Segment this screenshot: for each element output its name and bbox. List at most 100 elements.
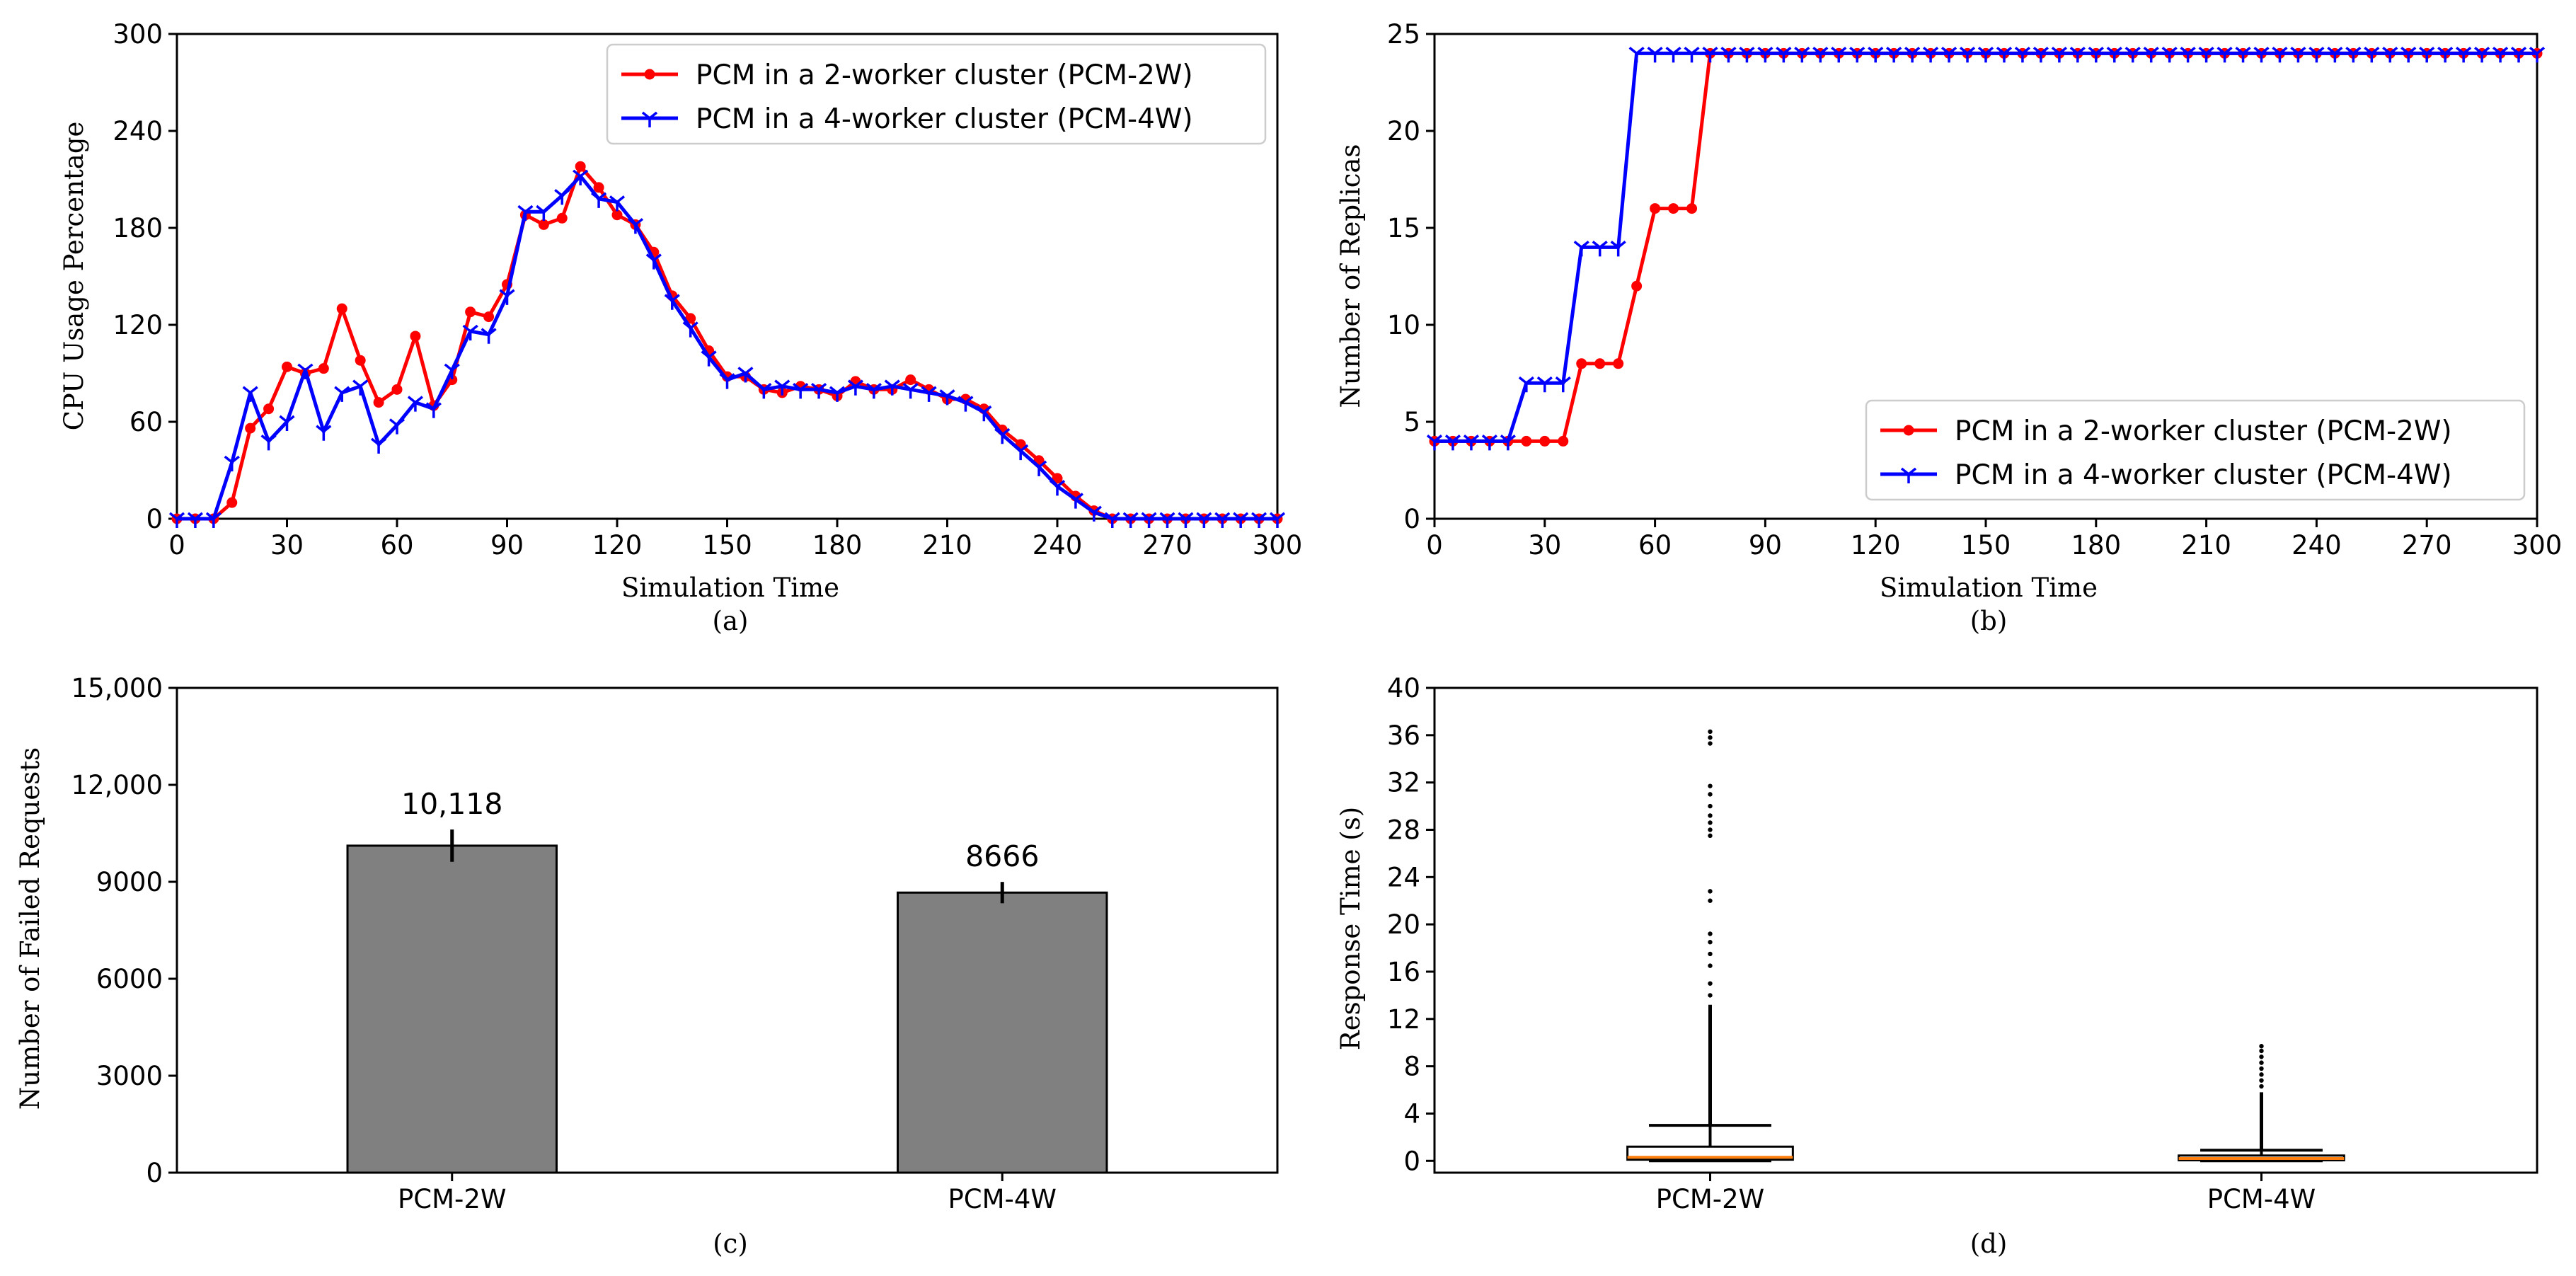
panel-a-series-2-point bbox=[1250, 512, 1267, 528]
panel-b-series-2-point bbox=[1702, 47, 1718, 63]
panel-b-series-2-point bbox=[1481, 435, 1497, 451]
panel-a-series-1-point bbox=[538, 219, 549, 230]
panel-b-xtick-label: 240 bbox=[2292, 530, 2342, 561]
panel-b-ytick-label: 5 bbox=[1403, 407, 1420, 437]
panel-b-series-2-point bbox=[2400, 47, 2417, 63]
panel-a-series-2-point bbox=[168, 512, 185, 528]
panel-d-ytick-label: 32 bbox=[1387, 768, 1420, 798]
panel-b-series-2-point bbox=[2364, 47, 2380, 63]
panel-d-ytick-label: 36 bbox=[1387, 720, 1420, 751]
panel-b-series-2-point bbox=[2529, 47, 2546, 63]
panel-b-series-2-point bbox=[2180, 47, 2196, 63]
panel-a-subtitle: (a) bbox=[713, 606, 749, 636]
panel-b-series-2-point bbox=[1426, 435, 1443, 451]
panel-b-series-2-point bbox=[1720, 47, 1737, 63]
panel-d-outlier bbox=[2259, 1054, 2264, 1059]
panel-a-series-2-point bbox=[370, 437, 387, 454]
panel-a-series-2-point bbox=[902, 382, 919, 399]
panel-a-series-2-point bbox=[664, 294, 680, 310]
panel-a-series-2-point bbox=[279, 415, 295, 431]
panel-a-xtick-label: 30 bbox=[270, 530, 304, 561]
panel-b-series-2-point bbox=[2345, 47, 2362, 63]
panel-a-series-2-point bbox=[1067, 493, 1084, 509]
panel-a-series-2-point bbox=[921, 386, 937, 402]
panel-a-ytick-label: 0 bbox=[146, 504, 163, 534]
panel-b-series-2-point bbox=[1940, 47, 1957, 63]
panel-a-xtick-label: 300 bbox=[1253, 530, 1303, 561]
panel-b-series-1-point bbox=[1631, 280, 1643, 292]
panel-a-series-2-point bbox=[1159, 512, 1175, 528]
panel-a-ytick-label: 180 bbox=[113, 213, 163, 243]
panel-a-ytick-label: 240 bbox=[113, 116, 163, 146]
panel-a-series-2-point bbox=[1122, 512, 1139, 528]
panel-a-series-2-point bbox=[701, 350, 717, 367]
panel-a-series-1-point bbox=[336, 303, 347, 314]
panel-a-ytick-label: 60 bbox=[130, 407, 163, 437]
panel-a-series-2-point bbox=[609, 195, 626, 212]
panel-b-ytick-label: 10 bbox=[1387, 310, 1420, 340]
panel-a-series-2-point bbox=[1030, 460, 1047, 476]
panel-a-series-2-point bbox=[297, 363, 314, 379]
panel-d-outlier bbox=[1708, 963, 1713, 968]
panel-b-series-2-point bbox=[2492, 47, 2509, 63]
panel-d-ytick-label: 20 bbox=[1387, 909, 1420, 940]
panel-c-ytick-label: 6000 bbox=[96, 964, 163, 994]
panel-b-series-2-point bbox=[2088, 47, 2104, 63]
panel-b-legend-marker bbox=[1900, 467, 1917, 483]
panel-b-series-1-point bbox=[1521, 435, 1532, 447]
panel-a-series-2-point bbox=[719, 373, 735, 389]
panel-b-xlabel: Simulation Time bbox=[1880, 573, 2098, 603]
panel-d-outlier bbox=[1708, 813, 1713, 818]
panel-a-series-1-point bbox=[391, 384, 403, 395]
panel-b-series-2-point bbox=[2216, 47, 2233, 63]
panel-a-series-2-point bbox=[1013, 444, 1029, 461]
panel-a-series-2-point bbox=[1196, 512, 1212, 528]
panel-a-series-2-point bbox=[573, 169, 589, 185]
panel-c-xtick-label: PCM-4W bbox=[948, 1184, 1057, 1214]
panel-a-series-2-point bbox=[774, 379, 790, 396]
panel-b-legend: PCM in a 2-worker cluster (PCM-2W) PCM in… bbox=[1865, 399, 2526, 501]
panel-a-series-2-point bbox=[1049, 479, 1066, 496]
panel-b-series-2-point bbox=[2382, 47, 2398, 63]
panel-a-series-2-point bbox=[481, 328, 497, 344]
panel-d-outlier bbox=[1708, 889, 1713, 894]
panel-a-series-2-point bbox=[958, 396, 974, 412]
panel-d-outlier bbox=[2259, 1060, 2264, 1065]
panel-a-series-1-point bbox=[905, 374, 916, 386]
panel-a-series-2 bbox=[168, 169, 1286, 528]
panel-b-series-2-point bbox=[2106, 47, 2122, 63]
panel-a-series-2-point bbox=[682, 321, 698, 338]
panel-a-xtick-label: 150 bbox=[702, 530, 752, 561]
panel-d-ytick-label: 8 bbox=[1403, 1052, 1420, 1082]
panel-a-series-2-point bbox=[829, 386, 846, 402]
panel-d-ytick-label: 24 bbox=[1387, 862, 1420, 892]
panel-a-series-2-point bbox=[1214, 512, 1231, 528]
panel-d-outlier bbox=[1708, 981, 1713, 986]
panel-b-series-2-point bbox=[2327, 47, 2343, 63]
panel-b-series-2-point bbox=[2308, 47, 2325, 63]
panel-b-series-2-point bbox=[1463, 435, 1480, 451]
panel-d-outlier bbox=[1708, 993, 1713, 998]
panel-d-ytick-label: 0 bbox=[1403, 1146, 1420, 1176]
panel-a-legend-box bbox=[606, 43, 1267, 145]
panel-b-series-2-point bbox=[1923, 47, 1939, 63]
panel-a-series-1-point bbox=[593, 182, 604, 193]
panel-d-ytick-label: 40 bbox=[1387, 673, 1420, 703]
panel-b-legend-marker bbox=[1903, 425, 1914, 436]
panel-d-outlier bbox=[2259, 1084, 2264, 1089]
panel-a-series-2-point bbox=[1178, 512, 1194, 528]
panel-a-legend-marker bbox=[641, 111, 658, 127]
panel-a-series-2-point bbox=[645, 253, 662, 270]
panel-a-series-2-point bbox=[334, 386, 350, 402]
panel-c-bar bbox=[346, 844, 558, 1174]
panel-a-series-1-point bbox=[282, 361, 292, 372]
panel-b-series-2-point bbox=[1500, 435, 1516, 451]
panel-a-series-2-point bbox=[1141, 512, 1157, 528]
panel-a-xtick-label: 180 bbox=[812, 530, 863, 561]
panel-d-outlier bbox=[2259, 1044, 2264, 1049]
panel-d-ytick-label: 4 bbox=[1403, 1098, 1420, 1129]
panel-a-series-1-point bbox=[226, 497, 238, 508]
panel-a-series-2-point bbox=[224, 455, 240, 472]
panel-b-series-2-point bbox=[1592, 241, 1608, 257]
panel-b-series-2-point bbox=[1776, 47, 1792, 63]
